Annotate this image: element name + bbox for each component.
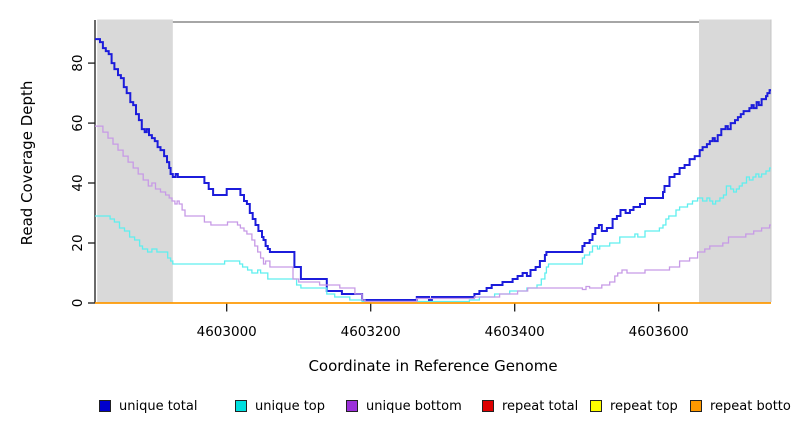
x-tick-label: 4603600	[629, 324, 689, 340]
legend-item-repeat-bottom: repeat bottom	[690, 398, 792, 414]
y-tick-label: 80	[70, 55, 86, 72]
y-tick-label: 40	[70, 174, 86, 191]
chart-legend: unique total unique top unique bottom repea…	[0, 398, 792, 418]
x-tick-label: 4603200	[341, 324, 401, 340]
y-tick-label: 20	[70, 234, 86, 251]
series-line-unique-bottom	[95, 125, 771, 303]
legend-label-unique-total: unique total	[119, 398, 198, 414]
legend-label-unique-bottom: unique bottom	[366, 398, 462, 414]
x-axis-title: Coordinate in Reference Genome	[308, 357, 558, 375]
legend-item-repeat-top: repeat top	[590, 398, 678, 414]
legend-swatch-repeat-top	[590, 400, 602, 412]
legend-item-unique-top: unique top	[235, 398, 325, 414]
y-tick-label: 0	[70, 299, 86, 308]
legend-label-repeat-total: repeat total	[502, 398, 579, 414]
legend-swatch-repeat-bottom	[690, 400, 702, 412]
legend-swatch-unique-total	[99, 400, 111, 412]
shaded-region	[97, 19, 173, 303]
series-line-unique-top	[95, 167, 771, 303]
legend-swatch-unique-top	[235, 400, 247, 412]
series-line-unique-total	[95, 38, 771, 301]
x-tick-label: 4603000	[197, 324, 257, 340]
y-axis-title: Read Coverage Depth	[18, 80, 36, 246]
x-tick-label: 4603400	[485, 324, 545, 340]
legend-swatch-unique-bottom	[346, 400, 358, 412]
shaded-region	[699, 19, 771, 303]
legend-label-repeat-top: repeat top	[610, 398, 678, 414]
legend-swatch-repeat-total	[482, 400, 494, 412]
legend-label-unique-top: unique top	[255, 398, 326, 414]
legend-item-repeat-total: repeat total	[482, 398, 578, 414]
legend-item-unique-total: unique total	[99, 398, 197, 414]
y-tick-label: 60	[70, 115, 86, 132]
legend-item-unique-bottom: unique bottom	[346, 398, 462, 414]
legend-label-repeat-bottom: repeat bottom	[710, 398, 792, 414]
